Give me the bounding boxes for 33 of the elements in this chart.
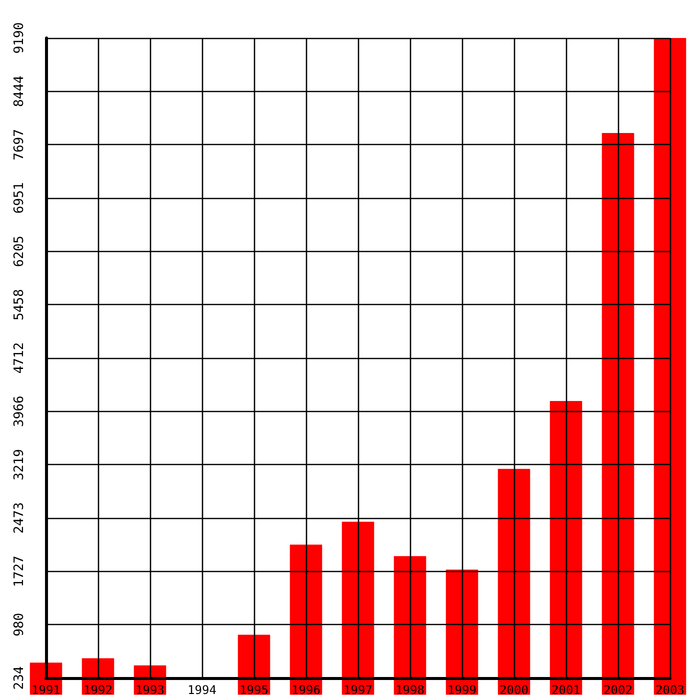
y-tick-label: 980 (12, 612, 27, 636)
bar (394, 556, 426, 695)
x-tick-label: 1998 (396, 683, 424, 697)
x-tick-label: 2000 (500, 683, 528, 697)
y-tick-label: 4712 (12, 342, 27, 374)
x-tick-label: 1993 (136, 683, 164, 697)
y-tick-label: 7697 (12, 129, 27, 160)
x-tick-label: 2001 (552, 683, 580, 697)
y-tick-label: 6951 (12, 182, 27, 214)
bar (290, 544, 322, 695)
y-tick-label: 234 (12, 666, 27, 690)
bar (446, 570, 478, 695)
y-tick-label: 3219 (12, 449, 27, 480)
x-tick-label: 1991 (32, 683, 60, 697)
x-tick-label: 1995 (240, 683, 268, 697)
y-tick-label: 8444 (12, 75, 27, 107)
x-tick-label: 1992 (84, 683, 112, 697)
bar (550, 401, 582, 695)
y-tick-label: 6205 (12, 236, 27, 267)
x-tick-label: 2003 (656, 683, 684, 697)
x-tick-label: 1997 (344, 683, 372, 697)
bar (342, 522, 374, 695)
x-tick-label: 2002 (604, 683, 632, 697)
y-tick-label: 3966 (12, 396, 27, 427)
bar (602, 133, 634, 695)
y-tick-label: 2473 (12, 502, 27, 534)
bar (498, 468, 530, 695)
x-tick-label: 1994 (188, 683, 216, 697)
x-tick-label: 1999 (448, 683, 476, 697)
x-tick-label: 1996 (292, 683, 320, 697)
y-tick-label: 1727 (12, 556, 27, 587)
y-tick-label: 5458 (12, 289, 27, 320)
y-tick-label: 9190 (12, 22, 27, 54)
